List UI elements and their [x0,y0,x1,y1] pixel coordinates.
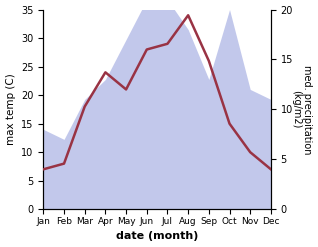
Y-axis label: med. precipitation
(kg/m2): med. precipitation (kg/m2) [291,65,313,154]
Y-axis label: max temp (C): max temp (C) [5,74,16,145]
X-axis label: date (month): date (month) [116,231,198,242]
